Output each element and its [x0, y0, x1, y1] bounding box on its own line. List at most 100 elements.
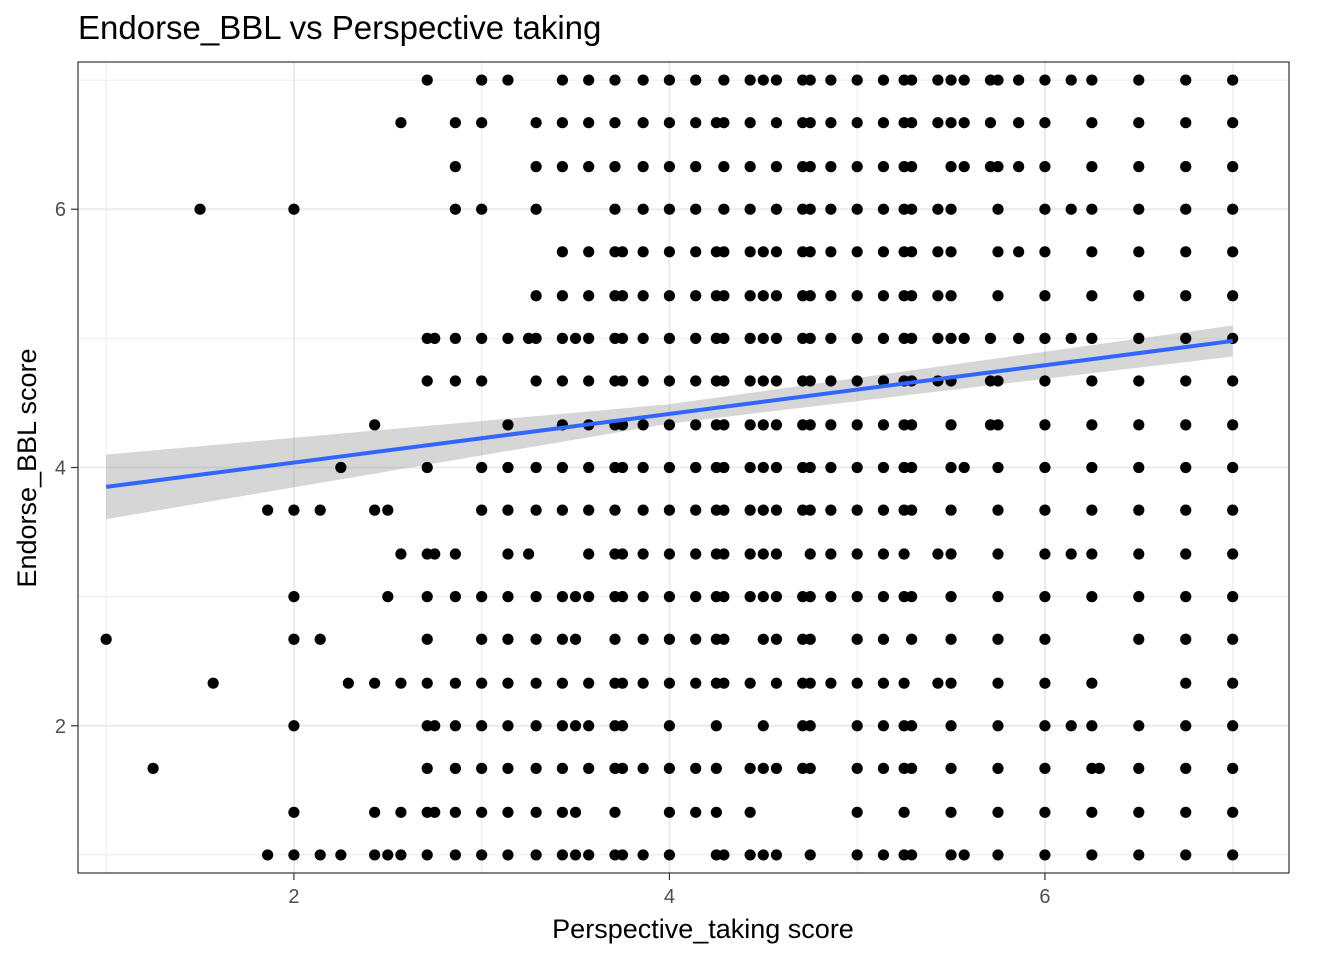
data-point — [449, 161, 461, 173]
data-point — [945, 806, 957, 818]
data-point — [744, 461, 756, 474]
data-point — [690, 677, 702, 689]
data-point — [1180, 461, 1192, 474]
data-point — [1039, 762, 1051, 774]
data-point — [663, 720, 676, 732]
data-point — [314, 504, 326, 516]
data-point — [992, 677, 1004, 689]
data-point — [718, 332, 730, 344]
data-point — [877, 419, 890, 431]
data-point — [395, 849, 407, 861]
data-point — [369, 504, 381, 516]
data-point — [421, 375, 433, 387]
chart-title: Endorse_BBL vs Perspective taking — [78, 9, 601, 46]
data-point — [825, 419, 837, 431]
data-point — [770, 117, 783, 129]
data-point — [663, 246, 676, 258]
x-tick-label: 4 — [664, 886, 675, 908]
data-point — [690, 591, 702, 603]
data-point — [851, 461, 863, 474]
data-point — [1180, 591, 1192, 603]
data-point — [945, 633, 957, 645]
data-point — [207, 677, 219, 689]
data-point — [718, 117, 730, 129]
data-point — [609, 806, 621, 818]
regression-line — [105, 338, 1233, 489]
data-point — [637, 677, 649, 689]
data-point — [718, 74, 730, 86]
data-point — [1133, 332, 1145, 344]
data-point — [906, 246, 918, 258]
data-point — [637, 548, 649, 560]
data-point — [906, 419, 918, 431]
data-point — [609, 74, 621, 86]
data-point — [556, 246, 569, 258]
data-point — [556, 375, 569, 387]
data-point — [744, 246, 756, 258]
data-point — [992, 849, 1004, 861]
data-point — [583, 591, 595, 603]
data-point — [877, 633, 890, 645]
data-point — [1227, 677, 1239, 689]
data-point — [556, 591, 569, 603]
data-point — [851, 762, 863, 774]
y-tick-label: 6 — [55, 199, 66, 221]
data-point — [690, 375, 702, 387]
data-point — [395, 806, 407, 818]
data-point — [757, 548, 769, 560]
data-point — [556, 720, 569, 732]
data-point — [1180, 677, 1192, 689]
data-point — [1039, 290, 1051, 302]
data-point — [906, 290, 918, 302]
data-point — [718, 419, 730, 431]
data-point — [1227, 74, 1239, 86]
data-point — [1013, 74, 1025, 86]
data-point — [476, 633, 488, 645]
data-point — [530, 720, 542, 732]
data-point — [744, 806, 756, 818]
data-point — [609, 504, 621, 516]
data-point — [556, 849, 569, 861]
data-point — [288, 720, 300, 732]
data-point — [637, 633, 649, 645]
data-point — [804, 677, 816, 689]
data-point — [877, 375, 890, 387]
data-point — [476, 461, 488, 474]
data-point — [583, 375, 595, 387]
data-point — [945, 161, 957, 173]
data-point — [744, 375, 756, 387]
data-point — [877, 203, 890, 215]
data-point — [690, 203, 702, 215]
data-point — [770, 161, 783, 173]
data-point — [449, 332, 461, 344]
data-point — [804, 504, 816, 516]
data-point — [744, 332, 756, 344]
data-point — [958, 117, 970, 129]
data-point — [992, 504, 1004, 516]
data-point — [1133, 290, 1145, 302]
data-point — [637, 375, 649, 387]
data-point — [1039, 332, 1051, 344]
data-point — [288, 633, 300, 645]
data-point — [476, 762, 488, 774]
data-point — [583, 246, 595, 258]
data-point — [825, 246, 837, 258]
data-point — [906, 332, 918, 344]
data-point — [718, 375, 730, 387]
data-point — [1180, 633, 1192, 645]
data-point — [663, 548, 676, 560]
data-point — [945, 290, 957, 302]
data-point — [449, 375, 461, 387]
data-point — [382, 849, 394, 861]
data-point — [877, 74, 890, 86]
data-point — [583, 74, 595, 86]
data-point — [1086, 720, 1098, 732]
data-point — [932, 332, 944, 344]
data-point — [663, 677, 676, 689]
data-point — [770, 548, 783, 560]
data-point — [804, 161, 816, 173]
data-point — [958, 74, 970, 86]
data-point — [1180, 849, 1192, 861]
data-point — [1086, 548, 1098, 560]
data-point — [804, 290, 816, 302]
